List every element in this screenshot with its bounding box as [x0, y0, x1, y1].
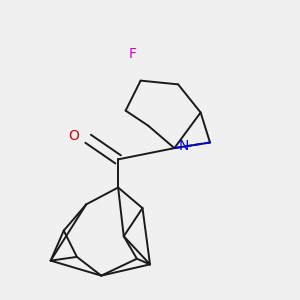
Text: F: F [129, 47, 137, 61]
Text: O: O [68, 129, 79, 143]
Text: N: N [178, 139, 189, 153]
